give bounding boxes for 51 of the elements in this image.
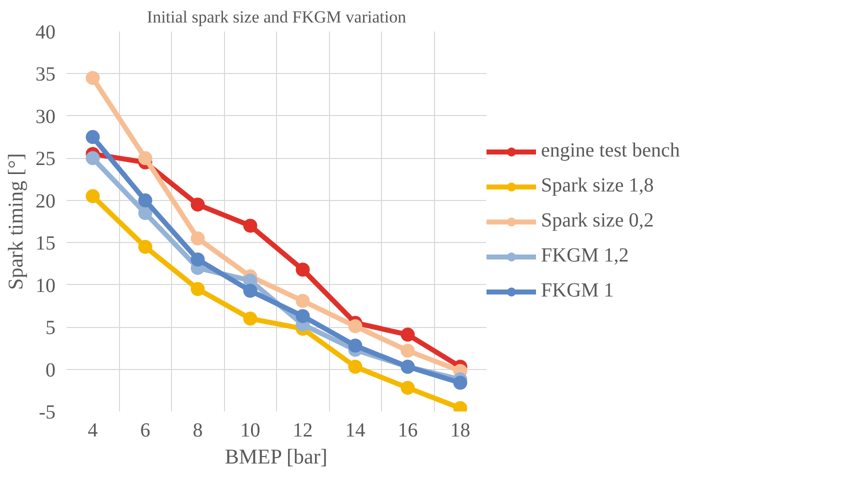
legend-label: engine test bench [541,140,680,162]
x-tick-label: 8 [192,420,203,442]
point [86,189,100,204]
x-tick-label: 10 [240,420,260,442]
legend-label: Spark size 0,2 [541,210,654,232]
point [86,151,100,166]
point [400,380,415,395]
x-tick-label: 18 [450,420,470,442]
point [190,252,205,266]
point [348,338,362,353]
point [243,312,258,326]
point [400,344,415,358]
point [190,282,205,296]
point [138,193,152,208]
y-tick-label: 10 [36,274,56,297]
y-tick-label: 35 [36,64,56,86]
x-axis-title: BMEP [bar] [224,444,328,468]
point [86,130,100,144]
y-tick-label: 20 [36,190,56,212]
point [453,376,468,390]
point [138,206,152,220]
point [243,218,258,233]
point [190,231,205,246]
point [296,309,310,324]
y-tick-label: 30 [36,106,56,128]
x-tick-label: 6 [140,420,150,442]
point [400,328,415,342]
point [138,240,152,254]
chart-title: Initial spark size and FKGM variation [146,8,407,26]
y-tick-label: 25 [36,148,56,170]
point [86,70,100,85]
point [348,360,362,374]
y-tick-label: -5 [38,402,56,424]
y-tick-label: 40 [36,22,56,44]
x-tick-label: 4 [88,420,98,442]
point [138,151,152,166]
legend-label: Spark size 1,8 [541,174,654,198]
legend-label: FKGM 1,2 [541,244,629,268]
point [348,319,362,334]
y-tick-label: 5 [46,317,56,340]
x-tick-label: 14 [345,420,366,442]
point [296,294,310,308]
point [190,198,205,212]
y-tick-label: 0 [46,359,56,382]
y-tick-label: 15 [36,232,56,255]
x-tick-label: 12 [292,420,313,442]
point [296,262,310,277]
x-tick-label: 16 [398,420,418,442]
y-axis-title: Spark timing [°] [4,153,28,290]
point [243,284,258,298]
legend-label: FKGM 1 [541,280,614,302]
